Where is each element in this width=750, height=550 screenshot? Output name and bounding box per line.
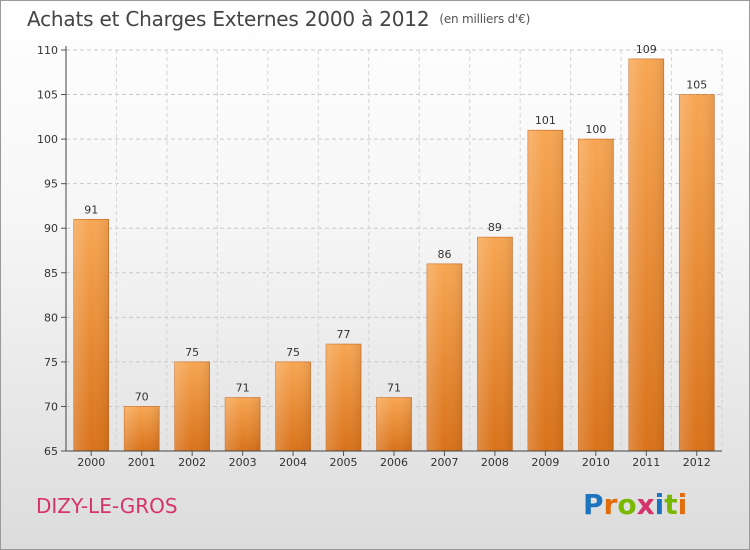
value-label: 75 (286, 346, 300, 359)
brand-letter: x (636, 488, 655, 521)
bar-shade (578, 139, 614, 451)
bar-shade (426, 263, 462, 451)
axes-group: 65 70 75 80 85 90 95 100 105 110 2000 2001 2002 2003 2… (37, 44, 722, 469)
brand-letter: i (677, 488, 688, 521)
bar-shade (124, 406, 160, 451)
value-label: 109 (636, 43, 657, 56)
y-tick-label: 90 (44, 222, 58, 235)
bar-shade (73, 219, 109, 451)
y-tick-label: 70 (44, 400, 58, 413)
x-tick-label: 2002 (178, 456, 206, 469)
x-tick-label: 2005 (330, 456, 358, 469)
proxiti-logo: Proxiti (583, 488, 687, 521)
bars-group: 91 70 75 71 75 77 71 86 89 101 100 109 105 (73, 43, 715, 452)
brand-letter: o (617, 488, 637, 521)
bar-shade (225, 397, 261, 451)
x-tick-label: 2009 (531, 456, 559, 469)
y-tick-label: 75 (44, 356, 58, 369)
y-tick-label: 95 (44, 178, 58, 191)
x-tick-label: 2011 (632, 456, 660, 469)
value-label: 91 (84, 203, 98, 216)
bar-shade (477, 237, 513, 451)
bar-shade (326, 344, 362, 451)
x-tick-label: 2004 (279, 456, 307, 469)
x-tick-label: 2008 (481, 456, 509, 469)
value-label: 86 (437, 248, 451, 261)
y-tick-label: 105 (37, 89, 58, 102)
value-label: 101 (535, 114, 556, 127)
brand-letter: i (654, 488, 665, 521)
y-tick-label: 80 (44, 311, 58, 324)
bar-shade (376, 397, 412, 451)
y-tick-label: 110 (37, 44, 58, 57)
x-tick-label: 2012 (683, 456, 711, 469)
value-label: 75 (185, 346, 199, 359)
value-label: 71 (387, 382, 401, 395)
x-tick-label: 2007 (430, 456, 458, 469)
bar-shade (628, 58, 664, 452)
chart-title-text: Achats et Charges Externes 2000 à 2012 (27, 7, 430, 31)
town-name: DIZY-LE-GROS (36, 494, 178, 518)
y-tick-label: 85 (44, 267, 58, 280)
x-tick-label: 2010 (582, 456, 610, 469)
bar-shade (275, 361, 311, 451)
x-tick-label: 2003 (229, 456, 257, 469)
value-label: 70 (135, 390, 149, 403)
x-tick-label: 2000 (77, 456, 105, 469)
bar-shade (174, 361, 210, 451)
y-tick-label: 65 (44, 445, 58, 458)
y-tick-label: 100 (37, 133, 58, 146)
brand-letter: P (583, 488, 604, 521)
value-label: 89 (488, 221, 502, 234)
chart-unit: (en milliers d'€) (439, 12, 531, 26)
x-tick-label: 2001 (128, 456, 156, 469)
brand-letter: r (603, 488, 618, 521)
chart-title: Achats et Charges Externes 2000 à 2012 (e… (27, 7, 530, 31)
bar-shade (527, 130, 563, 451)
brand-letter: t (664, 488, 678, 521)
value-label: 100 (585, 123, 606, 136)
x-tick-label: 2006 (380, 456, 408, 469)
value-label: 71 (236, 382, 250, 395)
bar-shade (679, 94, 715, 452)
value-label: 77 (337, 328, 351, 341)
value-label: 105 (686, 79, 707, 92)
